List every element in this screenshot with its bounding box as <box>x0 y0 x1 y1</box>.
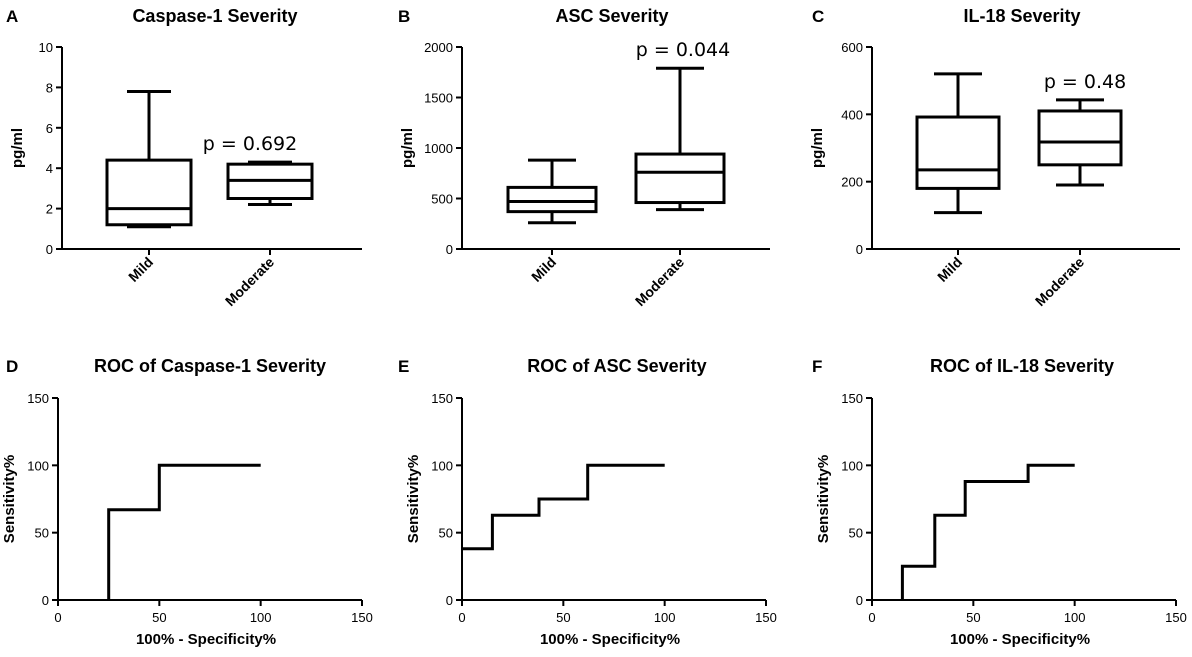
y-tick-label: 2 <box>46 202 53 217</box>
x-category-label: Mild <box>125 254 156 285</box>
y-axis-label: pg/ml <box>9 128 26 168</box>
x-category-label: Mild <box>934 254 965 285</box>
x-tick-label: 50 <box>556 610 570 625</box>
x-axis-label: 100% - Specificity% <box>950 631 1090 648</box>
x-tick-label: 50 <box>966 610 980 625</box>
roc-curve <box>900 463 1075 600</box>
y-tick-label: 400 <box>841 107 863 122</box>
y-tick-label: 150 <box>431 391 453 406</box>
y-tick-label: 600 <box>841 40 863 55</box>
y-tick-label: 150 <box>27 391 49 406</box>
y-tick-label: 6 <box>46 121 53 136</box>
x-tick-label: 150 <box>1165 610 1187 625</box>
box-iqr <box>506 185 598 214</box>
chart-title: ROC of IL-18 Severity <box>930 356 1114 376</box>
box-iqr <box>105 158 193 227</box>
box-moderate <box>226 160 314 207</box>
box-mild <box>506 158 598 225</box>
x-tick-label: 150 <box>351 610 373 625</box>
panel-b: B ASC Severity 0 500 1000 1500 2000 pg/ml Mild Mo… <box>398 6 770 309</box>
box-mild <box>105 89 193 229</box>
x-category-label: Moderate <box>632 254 687 309</box>
roc-curve <box>462 463 665 551</box>
p-value-annotation: p = 0.044 <box>636 39 730 61</box>
x-axis-label: 100% - Specificity% <box>540 631 680 648</box>
y-tick-label: 0 <box>856 242 863 257</box>
x-tick-label: 100 <box>654 610 676 625</box>
y-axis-label: Sensitivity% <box>1 455 18 543</box>
y-axis-label: Sensitivity% <box>815 455 832 543</box>
y-tick-label: 1500 <box>424 91 453 106</box>
panel-label: D <box>6 357 18 376</box>
box-iqr <box>634 152 726 205</box>
panel-a: A Caspase-1 Severity 0 2 4 6 8 10 pg/ml Mild Moder… <box>6 6 362 309</box>
panel-f: F ROC of IL-18 Severity 0 50 100 150 Sensitivi… <box>812 356 1187 648</box>
x-category-label: Mild <box>528 254 559 285</box>
y-tick-label: 0 <box>446 242 453 257</box>
box-moderate <box>634 66 726 212</box>
y-tick-label: 100 <box>27 458 49 473</box>
x-tick-label: 150 <box>755 610 777 625</box>
chart-title: ROC of Caspase-1 Severity <box>94 356 326 376</box>
y-tick-label: 0 <box>856 593 863 608</box>
x-tick-label: 100 <box>1064 610 1086 625</box>
panel-c: C IL-18 Severity 0 200 400 600 pg/ml Mild Modera… <box>809 6 1180 309</box>
panel-label: E <box>398 357 409 376</box>
box-iqr <box>915 115 1001 190</box>
x-tick-label: 0 <box>458 610 465 625</box>
y-tick-label: 50 <box>849 526 863 541</box>
panel-label: C <box>812 7 824 26</box>
chart-title: ROC of ASC Severity <box>527 356 706 376</box>
chart-title: IL-18 Severity <box>963 6 1080 26</box>
y-axis-label: pg/ml <box>809 128 826 168</box>
y-tick-label: 50 <box>35 526 49 541</box>
panel-label: B <box>398 7 410 26</box>
y-tick-label: 2000 <box>424 40 453 55</box>
box-mild <box>915 72 1001 215</box>
x-tick-label: 0 <box>54 610 61 625</box>
x-category-label: Moderate <box>1032 254 1087 309</box>
panel-label: A <box>6 7 18 26</box>
y-tick-label: 1000 <box>424 141 453 156</box>
y-tick-label: 200 <box>841 175 863 190</box>
p-value-annotation: p = 0.692 <box>203 133 297 155</box>
x-tick-label: 50 <box>152 610 166 625</box>
y-tick-label: 0 <box>446 593 453 608</box>
x-axis-label: 100% - Specificity% <box>136 631 276 648</box>
chart-title: Caspase-1 Severity <box>132 6 297 26</box>
y-tick-label: 10 <box>39 40 53 55</box>
panel-e: E ROC of ASC Severity 0 50 100 150 Sensitivity… <box>398 356 777 648</box>
x-tick-label: 0 <box>868 610 875 625</box>
y-tick-label: 500 <box>431 192 453 207</box>
y-tick-label: 8 <box>46 80 53 95</box>
box-iqr <box>1037 109 1123 167</box>
panel-label: F <box>812 357 822 376</box>
x-tick-label: 100 <box>250 610 272 625</box>
y-tick-label: 0 <box>42 593 49 608</box>
y-tick-label: 50 <box>439 526 453 541</box>
y-axis-label: pg/ml <box>399 128 416 168</box>
panel-d: D ROC of Caspase-1 Severity 0 50 100 150 Sensi… <box>1 356 373 648</box>
y-tick-label: 150 <box>841 391 863 406</box>
x-category-label: Moderate <box>222 254 277 309</box>
y-tick-label: 100 <box>431 458 453 473</box>
y-tick-label: 4 <box>46 161 53 176</box>
roc-curve <box>107 463 261 600</box>
y-axis-label: Sensitivity% <box>405 455 422 543</box>
chart-title: ASC Severity <box>555 6 668 26</box>
y-tick-label: 0 <box>46 242 53 257</box>
y-tick-label: 100 <box>841 458 863 473</box>
p-value-annotation: p = 0.48 <box>1044 71 1126 93</box>
box-moderate <box>1037 98 1123 187</box>
